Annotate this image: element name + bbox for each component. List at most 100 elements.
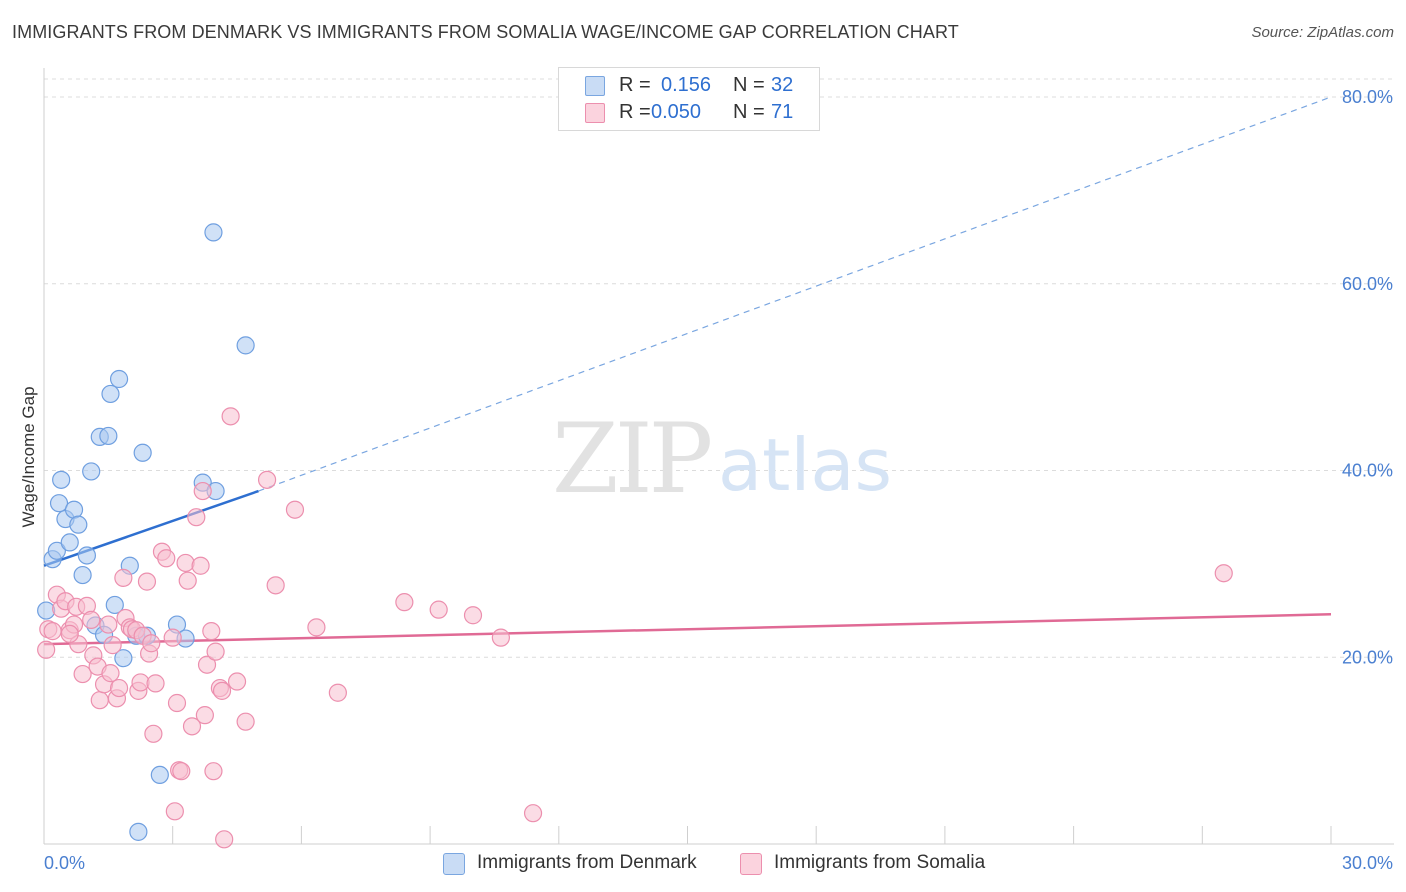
bottom-legend-swatch-somalia <box>740 853 762 875</box>
point-somalia <box>178 571 197 590</box>
data-points <box>37 223 1233 849</box>
point-somalia <box>60 624 79 644</box>
point-somalia <box>172 762 191 781</box>
point-somalia <box>187 508 206 527</box>
point-somalia <box>491 628 510 647</box>
point-somalia <box>429 600 448 619</box>
point-somalia <box>204 762 223 781</box>
legend-r-value: 0.050 <box>651 101 702 123</box>
legend-r-label: R = <box>619 101 651 123</box>
point-somalia <box>109 678 129 698</box>
y-tick-label: 20.0% <box>1342 647 1393 667</box>
y-tick-label: 80.0% <box>1342 87 1393 107</box>
point-somalia <box>90 691 109 710</box>
bottom-legend-swatch-denmark <box>443 853 465 875</box>
point-denmark <box>109 369 129 389</box>
y-tick-label: 60.0% <box>1342 274 1393 294</box>
point-denmark <box>129 822 148 841</box>
point-somalia <box>463 606 483 625</box>
gridlines <box>44 78 1394 658</box>
watermark: ZIP atlas <box>552 403 892 515</box>
point-denmark <box>49 494 69 513</box>
tick-labels: 20.0% 40.0% 60.0% 80.0% 0.0% 30.0% <box>44 87 1393 873</box>
point-somalia <box>266 576 285 595</box>
source-credit: Source: ZipAtlas.com <box>1251 24 1394 41</box>
point-somalia <box>37 640 56 659</box>
x-tick-label: 0.0% <box>44 853 85 873</box>
trend-line-somalia <box>43 613 1332 646</box>
bottom-legend-label-denmark: Immigrants from Denmark <box>477 852 697 873</box>
legend-n-value: 71 <box>771 101 794 123</box>
point-denmark <box>77 546 97 565</box>
point-somalia <box>73 664 92 684</box>
point-somalia <box>182 717 202 736</box>
point-somalia <box>212 681 232 700</box>
point-somalia <box>215 830 234 849</box>
legend-r-value: 0.156 <box>661 74 712 96</box>
point-somalia <box>131 673 150 692</box>
point-denmark <box>69 515 88 534</box>
point-somalia <box>103 636 122 655</box>
point-somalia <box>146 674 165 693</box>
legend-r-label: R = <box>619 74 651 96</box>
point-somalia <box>197 655 217 674</box>
x-tick-label: 30.0% <box>1342 853 1393 873</box>
watermark-zip: ZIP <box>552 403 711 515</box>
point-somalia <box>236 712 255 731</box>
point-somalia <box>142 634 161 653</box>
point-denmark <box>60 533 79 552</box>
point-somalia <box>163 628 182 647</box>
point-somalia <box>395 593 414 612</box>
legend-swatch-somalia <box>585 103 605 123</box>
point-somalia <box>193 481 212 501</box>
y-tick-label: 40.0% <box>1342 461 1393 481</box>
point-denmark <box>114 649 133 668</box>
point-denmark <box>73 565 92 585</box>
point-somalia <box>43 622 62 641</box>
point-somalia <box>307 618 326 637</box>
bottom-legend-label-somalia: Immigrants from Somalia <box>774 852 986 873</box>
point-somalia <box>167 693 187 713</box>
point-somalia <box>328 683 347 702</box>
watermark-atlas: atlas <box>718 423 892 507</box>
point-somalia <box>157 549 176 568</box>
point-somalia <box>227 672 247 691</box>
legend: R = 0.156 N = 32 R = 0.050 N = 71 <box>558 67 820 131</box>
point-denmark <box>47 541 66 560</box>
point-somalia <box>285 500 305 519</box>
point-somalia <box>114 568 133 587</box>
point-somalia <box>191 556 210 575</box>
point-somalia <box>101 664 120 683</box>
axes <box>43 68 1394 845</box>
legend-swatch-denmark <box>585 76 605 96</box>
point-somalia <box>1214 564 1233 583</box>
chart-title: IMMIGRANTS FROM DENMARK VS IMMIGRANTS FR… <box>12 22 959 42</box>
point-denmark <box>64 500 84 519</box>
point-somalia <box>195 706 214 725</box>
point-denmark <box>82 462 101 481</box>
legend-n-value: 32 <box>771 74 794 96</box>
point-somalia <box>144 724 163 743</box>
point-denmark <box>52 470 71 489</box>
point-somalia <box>257 470 277 489</box>
point-somalia <box>221 407 240 426</box>
point-denmark <box>150 765 169 785</box>
point-somalia <box>206 642 225 661</box>
legend-n-label: N = <box>733 101 765 123</box>
y-axis-label: Wage/Income Gap <box>19 386 38 527</box>
point-somalia <box>99 615 118 634</box>
point-somalia <box>137 572 157 591</box>
trend-lines <box>43 96 1332 646</box>
trend-line-denmark-extension <box>258 96 1332 492</box>
point-denmark <box>105 595 124 615</box>
point-denmark <box>37 601 56 620</box>
point-somalia <box>523 804 543 823</box>
legend-n-label: N = <box>733 74 765 96</box>
point-denmark <box>101 384 120 404</box>
point-somalia <box>165 802 184 821</box>
point-denmark <box>236 336 255 355</box>
point-somalia <box>202 622 221 641</box>
point-somalia <box>82 610 101 630</box>
point-somalia <box>176 553 195 573</box>
